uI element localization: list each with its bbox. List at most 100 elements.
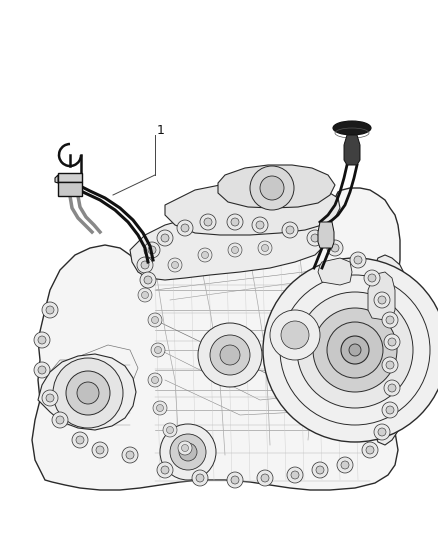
Circle shape bbox=[157, 230, 173, 246]
Circle shape bbox=[137, 257, 153, 273]
Circle shape bbox=[144, 242, 160, 258]
Circle shape bbox=[192, 470, 208, 486]
Circle shape bbox=[179, 443, 197, 461]
Circle shape bbox=[53, 358, 123, 428]
Circle shape bbox=[52, 412, 68, 428]
Circle shape bbox=[261, 474, 269, 482]
Circle shape bbox=[291, 471, 299, 479]
Circle shape bbox=[42, 302, 58, 318]
Circle shape bbox=[141, 261, 149, 269]
Circle shape bbox=[257, 470, 273, 486]
Circle shape bbox=[349, 344, 361, 356]
Circle shape bbox=[327, 322, 383, 378]
Polygon shape bbox=[318, 258, 352, 285]
Circle shape bbox=[153, 401, 167, 415]
Circle shape bbox=[210, 335, 250, 375]
Circle shape bbox=[354, 256, 362, 264]
Polygon shape bbox=[165, 183, 340, 235]
Polygon shape bbox=[55, 175, 58, 183]
Circle shape bbox=[350, 252, 366, 268]
Circle shape bbox=[384, 380, 400, 396]
Circle shape bbox=[307, 230, 323, 246]
Circle shape bbox=[198, 323, 262, 387]
Polygon shape bbox=[130, 212, 330, 280]
Text: 1: 1 bbox=[157, 124, 165, 136]
Circle shape bbox=[260, 176, 284, 200]
Circle shape bbox=[374, 292, 390, 308]
Circle shape bbox=[141, 292, 148, 298]
Polygon shape bbox=[32, 188, 408, 490]
Circle shape bbox=[258, 241, 272, 255]
Polygon shape bbox=[58, 182, 82, 196]
Polygon shape bbox=[344, 135, 360, 165]
Circle shape bbox=[388, 338, 396, 346]
Polygon shape bbox=[38, 354, 136, 430]
Circle shape bbox=[256, 221, 264, 229]
Circle shape bbox=[72, 432, 88, 448]
Circle shape bbox=[177, 220, 193, 236]
Circle shape bbox=[386, 316, 394, 324]
Circle shape bbox=[56, 416, 64, 424]
Circle shape bbox=[297, 292, 413, 408]
Circle shape bbox=[368, 274, 376, 282]
Circle shape bbox=[151, 343, 165, 357]
Circle shape bbox=[281, 321, 309, 349]
Circle shape bbox=[341, 336, 369, 364]
Circle shape bbox=[168, 258, 182, 272]
Circle shape bbox=[261, 245, 268, 252]
Circle shape bbox=[155, 346, 162, 353]
Circle shape bbox=[337, 457, 353, 473]
Circle shape bbox=[66, 371, 110, 415]
Circle shape bbox=[263, 258, 438, 442]
Circle shape bbox=[140, 272, 156, 288]
Circle shape bbox=[378, 428, 386, 436]
Circle shape bbox=[252, 217, 268, 233]
Polygon shape bbox=[218, 165, 335, 208]
Circle shape bbox=[287, 467, 303, 483]
Circle shape bbox=[148, 373, 162, 387]
Circle shape bbox=[312, 462, 328, 478]
Circle shape bbox=[386, 361, 394, 369]
Circle shape bbox=[386, 406, 394, 414]
Circle shape bbox=[200, 214, 216, 230]
Circle shape bbox=[270, 310, 320, 360]
Circle shape bbox=[161, 234, 169, 242]
Circle shape bbox=[204, 218, 212, 226]
Circle shape bbox=[181, 445, 188, 451]
Circle shape bbox=[34, 362, 50, 378]
Circle shape bbox=[331, 244, 339, 252]
Circle shape bbox=[126, 451, 134, 459]
Circle shape bbox=[172, 262, 179, 269]
Circle shape bbox=[384, 334, 400, 350]
Circle shape bbox=[220, 345, 240, 365]
Circle shape bbox=[196, 474, 204, 482]
Circle shape bbox=[382, 357, 398, 373]
Circle shape bbox=[388, 384, 396, 392]
Circle shape bbox=[286, 226, 294, 234]
Circle shape bbox=[282, 222, 298, 238]
Circle shape bbox=[34, 332, 50, 348]
Circle shape bbox=[92, 442, 108, 458]
Circle shape bbox=[231, 476, 239, 484]
Circle shape bbox=[166, 426, 173, 433]
Circle shape bbox=[38, 366, 46, 374]
Circle shape bbox=[77, 382, 99, 404]
Polygon shape bbox=[368, 272, 395, 320]
Circle shape bbox=[341, 461, 349, 469]
Circle shape bbox=[148, 313, 162, 327]
Circle shape bbox=[138, 288, 152, 302]
Circle shape bbox=[198, 248, 212, 262]
Polygon shape bbox=[58, 173, 82, 182]
Circle shape bbox=[311, 234, 319, 242]
Circle shape bbox=[148, 246, 156, 254]
Circle shape bbox=[374, 424, 390, 440]
Circle shape bbox=[231, 218, 239, 226]
Circle shape bbox=[76, 436, 84, 444]
Circle shape bbox=[170, 434, 206, 470]
Circle shape bbox=[364, 270, 380, 286]
Polygon shape bbox=[375, 255, 416, 445]
Circle shape bbox=[96, 446, 104, 454]
Circle shape bbox=[178, 441, 192, 455]
Circle shape bbox=[181, 224, 189, 232]
Circle shape bbox=[152, 317, 159, 324]
